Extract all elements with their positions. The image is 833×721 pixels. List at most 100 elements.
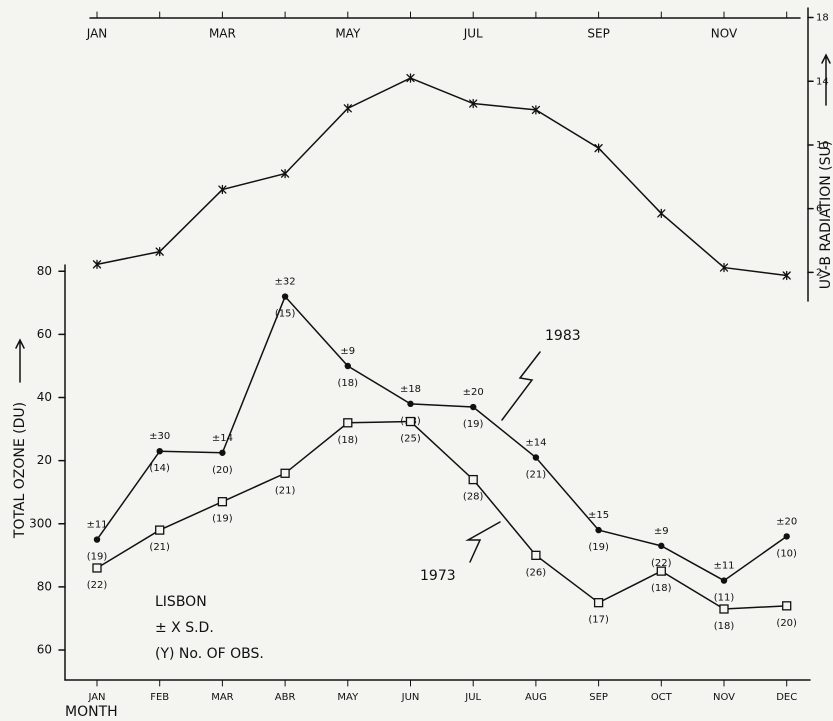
x-tick-label: JUL — [464, 692, 481, 703]
point — [218, 184, 227, 195]
top-tick-label: NOV — [711, 27, 738, 41]
obs-label: (15) — [275, 309, 296, 320]
top-tick-label: SEP — [587, 27, 609, 41]
sd-label: ±18 — [400, 384, 421, 395]
y-tick-label: 300 — [29, 516, 52, 530]
legend-text: (Y) No. OF OBS. — [155, 646, 264, 662]
x-tick-label: DEC — [776, 692, 797, 703]
point — [719, 262, 729, 273]
point — [344, 362, 351, 370]
obs-label: (18) — [714, 621, 735, 632]
series-line — [96, 295, 788, 582]
y2-tick-label: 14 — [816, 76, 829, 87]
top-tick-label: JAN — [86, 27, 108, 41]
obs-label: (18) — [338, 435, 359, 446]
sd-label: ±30 — [149, 431, 170, 442]
y-tick-label: 60 — [37, 327, 52, 341]
obs-label: (26) — [526, 567, 547, 578]
obs-label: (17) — [588, 615, 609, 626]
pointer — [501, 351, 541, 421]
point — [156, 447, 163, 455]
point — [93, 536, 101, 543]
obs-label: (19) — [212, 514, 233, 525]
x-tick-label: NOV — [713, 692, 735, 703]
sd-label: ±15 — [588, 510, 609, 521]
y-tick-label: 80 — [37, 579, 52, 593]
sd-label: ±32 — [275, 277, 296, 288]
point — [657, 208, 666, 219]
y2-tick-label: 18 — [816, 13, 829, 24]
y-axis-label: TOTAL OZONE (DU) — [12, 402, 28, 539]
sd-label: ±14 — [525, 438, 546, 449]
y2-tick-label: 10 — [816, 140, 829, 151]
point — [719, 604, 729, 614]
obs-label: (14) — [149, 463, 170, 474]
point — [595, 526, 602, 534]
y-tick-label: 80 — [37, 264, 52, 278]
point — [532, 454, 540, 461]
legend-text: ± X S.D. — [155, 620, 214, 636]
point — [656, 566, 666, 576]
point — [720, 577, 728, 584]
series-label: 1973 — [420, 568, 456, 584]
y2-tick-label: 6 — [816, 204, 822, 215]
sd-label: ±11 — [713, 561, 734, 572]
obs-label: (19) — [87, 552, 108, 563]
x-tick-label: MAY — [337, 692, 359, 703]
obs-label: (21) — [275, 485, 296, 496]
y2-tick-label: 2 — [816, 267, 822, 278]
point — [281, 293, 289, 300]
sd-label: ±9 — [654, 526, 669, 537]
obs-label: (22) — [87, 580, 108, 591]
point — [92, 259, 102, 270]
sd-label: ±11 — [86, 520, 107, 531]
point — [593, 598, 604, 608]
obs-label: (20) — [212, 465, 233, 476]
obs-label: (19) — [588, 542, 609, 553]
x-tick-label: MAR — [211, 692, 233, 703]
point — [155, 525, 165, 535]
point — [468, 474, 478, 485]
legend-text: LISBON — [155, 594, 207, 610]
obs-label: (20) — [776, 618, 797, 629]
point — [343, 103, 352, 113]
obs-label: (19) — [463, 419, 484, 430]
point — [407, 400, 414, 408]
obs-label: (10) — [776, 548, 797, 559]
obs-label: (21) — [149, 542, 170, 553]
point — [531, 105, 541, 115]
x-tick-label: ABR — [275, 692, 296, 703]
sd-label: ±20 — [463, 387, 484, 398]
point — [783, 533, 790, 540]
pointer — [465, 521, 501, 563]
top-tick-label: JUL — [463, 27, 483, 41]
y2-arrow — [821, 53, 831, 106]
obs-label: (18) — [651, 583, 672, 594]
point — [219, 449, 226, 456]
point — [782, 601, 792, 611]
series-line — [96, 77, 788, 277]
sd-label: ±9 — [340, 346, 355, 357]
point — [405, 416, 416, 427]
obs-label: (22) — [651, 558, 672, 569]
sd-label: ±14 — [212, 433, 233, 444]
point — [155, 246, 164, 257]
y2-axis-label: UV-B RADIATION (SU) — [818, 141, 833, 289]
series-line — [96, 420, 788, 610]
obs-label: (25) — [400, 434, 421, 445]
obs-label: (11) — [714, 593, 735, 604]
obs-label: (28) — [463, 492, 484, 503]
x-tick-label: JUN — [401, 692, 420, 703]
x-tick-label: AUG — [525, 692, 547, 703]
point — [469, 98, 478, 109]
obs-label: (21) — [526, 470, 547, 481]
point — [658, 542, 665, 550]
top-tick-label: MAR — [209, 27, 236, 41]
point — [217, 497, 228, 507]
point — [280, 168, 290, 179]
x-tick-label: SEP — [589, 692, 608, 703]
top-tick-label: MAY — [335, 27, 361, 41]
y-arrow — [15, 338, 25, 383]
point — [782, 270, 791, 281]
